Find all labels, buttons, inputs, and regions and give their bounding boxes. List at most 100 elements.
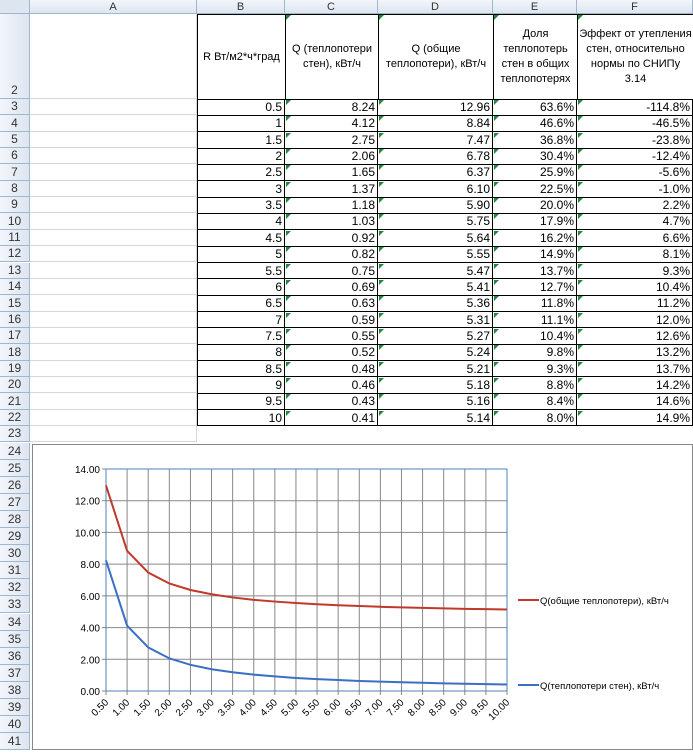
cell-A11[interactable] (30, 230, 197, 246)
table-cell[interactable]: 30.4% (493, 148, 577, 165)
row-header[interactable]: 38 (0, 682, 30, 699)
row-header[interactable]: 27 (0, 494, 30, 511)
table-cell[interactable]: 10 (197, 410, 285, 427)
row-header[interactable]: 5 (0, 132, 30, 148)
table-cell[interactable]: 8.4% (493, 393, 577, 410)
cell-A5[interactable] (30, 132, 197, 148)
table-cell[interactable]: 11.8% (493, 295, 577, 312)
row-header[interactable]: 30 (0, 545, 30, 562)
table-cell[interactable]: 0.46 (285, 377, 378, 394)
table-cell[interactable]: -12.4% (577, 148, 693, 165)
table-cell[interactable]: 8.84 (378, 115, 493, 132)
table-cell[interactable]: 36.8% (493, 132, 577, 149)
cell-A3[interactable] (30, 99, 197, 115)
table-cell[interactable]: 9.3% (577, 263, 693, 280)
table-cell[interactable]: 6.6% (577, 230, 693, 247)
table-cell[interactable]: 14.9% (577, 410, 693, 427)
row-header[interactable]: 33 (0, 596, 30, 613)
table-cell[interactable]: 1.5 (197, 132, 285, 149)
table-cell[interactable]: 16.2% (493, 230, 577, 247)
table-cell[interactable]: 13.2% (577, 344, 693, 361)
row-header[interactable]: 13 (0, 263, 30, 279)
cell-A14[interactable] (30, 279, 197, 295)
row-header[interactable]: 40 (0, 716, 30, 733)
row-header[interactable]: 2 (0, 14, 30, 99)
row-header[interactable]: 17 (0, 328, 30, 344)
row-header[interactable]: 12 (0, 246, 30, 262)
table-cell[interactable]: 1 (197, 115, 285, 132)
table-cell[interactable]: 3.5 (197, 197, 285, 214)
table-cell[interactable]: 4 (197, 213, 285, 230)
cell-A13[interactable] (30, 263, 197, 279)
column-header-F[interactable]: F (577, 0, 693, 14)
table-cell[interactable]: 1.18 (285, 197, 378, 214)
table-cell[interactable]: 0.63 (285, 295, 378, 312)
row-header[interactable]: 28 (0, 511, 30, 528)
table-cell[interactable]: 0.52 (285, 344, 378, 361)
row-header[interactable]: 21 (0, 393, 30, 409)
table-cell[interactable]: 5.27 (378, 328, 493, 345)
table-cell[interactable]: 0.41 (285, 410, 378, 427)
table-cell[interactable]: 9.5 (197, 393, 285, 410)
cell-A22[interactable] (30, 410, 197, 426)
cell-A8[interactable] (30, 181, 197, 197)
cell-A18[interactable] (30, 344, 197, 360)
table-cell[interactable]: 20.0% (493, 197, 577, 214)
table-cell[interactable]: 4.12 (285, 115, 378, 132)
table-cell[interactable]: 0.5 (197, 99, 285, 116)
row-header[interactable]: 16 (0, 312, 30, 328)
table-cell[interactable]: 11.2% (577, 295, 693, 312)
row-header[interactable]: 32 (0, 579, 30, 596)
cell-A23[interactable] (30, 426, 197, 442)
table-cell[interactable]: 1.65 (285, 164, 378, 181)
table-cell[interactable]: 10.4% (577, 279, 693, 296)
table-cell[interactable]: 6.10 (378, 181, 493, 198)
table-cell[interactable]: 0.59 (285, 312, 378, 329)
table-cell[interactable]: 12.96 (378, 99, 493, 116)
table-cell[interactable]: 0.69 (285, 279, 378, 296)
row-header[interactable]: 7 (0, 164, 30, 180)
table-cell[interactable]: 7.47 (378, 132, 493, 149)
row-header[interactable]: 10 (0, 213, 30, 229)
table-cell[interactable]: 46.6% (493, 115, 577, 132)
table-cell[interactable]: 17.9% (493, 213, 577, 230)
table-cell[interactable]: 13.7% (493, 263, 577, 280)
table-cell[interactable]: 5.5 (197, 263, 285, 280)
row-header[interactable]: 8 (0, 181, 30, 197)
row-header[interactable]: 9 (0, 197, 30, 213)
cell-A7[interactable] (30, 164, 197, 180)
table-cell[interactable]: 5.21 (378, 361, 493, 378)
row-header[interactable]: 39 (0, 699, 30, 716)
table-cell[interactable]: -114.8% (577, 99, 693, 116)
row-header[interactable]: 36 (0, 648, 30, 665)
table-cell[interactable]: 0.92 (285, 230, 378, 247)
table-cell[interactable]: -5.6% (577, 164, 693, 181)
row-header[interactable]: 3 (0, 99, 30, 115)
select-all-corner[interactable] (0, 0, 30, 14)
table-cell[interactable]: 63.6% (493, 99, 577, 116)
table-cell[interactable]: 7 (197, 312, 285, 329)
column-header-D[interactable]: D (378, 0, 493, 14)
row-header[interactable]: 20 (0, 377, 30, 393)
column-header-B[interactable]: B (197, 0, 285, 14)
row-header[interactable]: 4 (0, 115, 30, 131)
table-cell[interactable]: 5.18 (378, 377, 493, 394)
table-cell[interactable]: 5.31 (378, 312, 493, 329)
row-header[interactable]: 41 (0, 733, 30, 750)
row-header[interactable]: 14 (0, 279, 30, 295)
table-cell[interactable]: 3 (197, 181, 285, 198)
table-cell[interactable]: 10.4% (493, 328, 577, 345)
row-header[interactable]: 6 (0, 148, 30, 164)
table-cell[interactable]: 14.9% (493, 246, 577, 263)
header-cell-C[interactable]: Q (теплопотери стен), кВт/ч (285, 14, 379, 100)
table-cell[interactable]: 14.2% (577, 377, 693, 394)
row-header[interactable]: 23 (0, 426, 30, 442)
table-cell[interactable]: 14.6% (577, 393, 693, 410)
table-cell[interactable]: 12.0% (577, 312, 693, 329)
cell-A9[interactable] (30, 197, 197, 213)
table-cell[interactable]: 8.0% (493, 410, 577, 427)
cell-A6[interactable] (30, 148, 197, 164)
table-cell[interactable]: 2.5 (197, 164, 285, 181)
table-cell[interactable]: -46.5% (577, 115, 693, 132)
row-header[interactable]: 29 (0, 528, 30, 545)
